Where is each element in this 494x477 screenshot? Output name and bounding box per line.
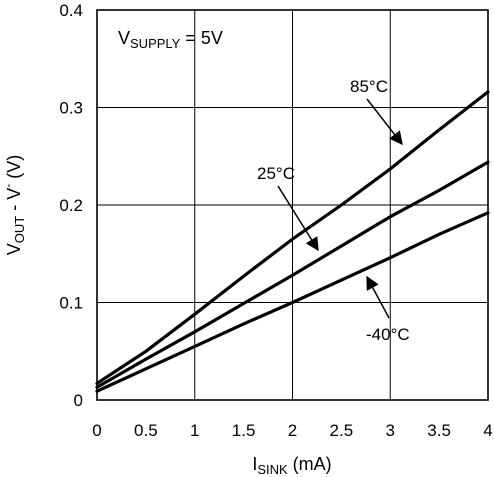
svg-text:25°C: 25°C [257,164,295,183]
x-axis-label: ISINK (mA) [252,454,331,477]
y-tick-label: 0.1 [59,294,83,313]
svg-text:-40°C: -40°C [366,325,410,344]
y-tick-labels: 0 0.1 0.2 0.3 0.4 [59,1,83,410]
x-tick-label: 2.5 [330,421,354,440]
x-tick-label: 0 [92,421,101,440]
annotation-minus40c: -40°C [366,275,410,344]
supply-note: VSUPPLY = 5V [118,28,223,51]
series-layer [95,90,490,393]
x-tick-label: 3 [386,421,395,440]
y-axis-label: VOUT - V- (V) [1,155,27,255]
y-tick-label: 0.4 [59,1,83,20]
x-tick-label: 0.5 [134,421,158,440]
series-line-0 [95,90,490,385]
series-line-1 [95,160,490,389]
y-tick-label: 0.3 [59,99,83,118]
x-tick-labels: 0 0.5 1 1.5 2 2.5 3 3.5 4 [92,421,492,440]
x-tick-label: 1.5 [232,421,256,440]
x-tick-label: 3.5 [427,421,451,440]
annotation-85c: 85°C [350,77,403,146]
svg-text:85°C: 85°C [350,77,388,96]
y-tick-label: 0.2 [59,196,83,215]
x-tick-label: 4 [483,421,492,440]
x-tick-label: 2 [288,421,297,440]
series-line-2 [95,211,490,393]
plot-frame [96,9,489,401]
annotation-25c: 25°C [257,164,319,252]
x-tick-label: 1 [190,421,199,440]
grid [97,10,488,400]
y-tick-label: 0 [74,391,83,410]
